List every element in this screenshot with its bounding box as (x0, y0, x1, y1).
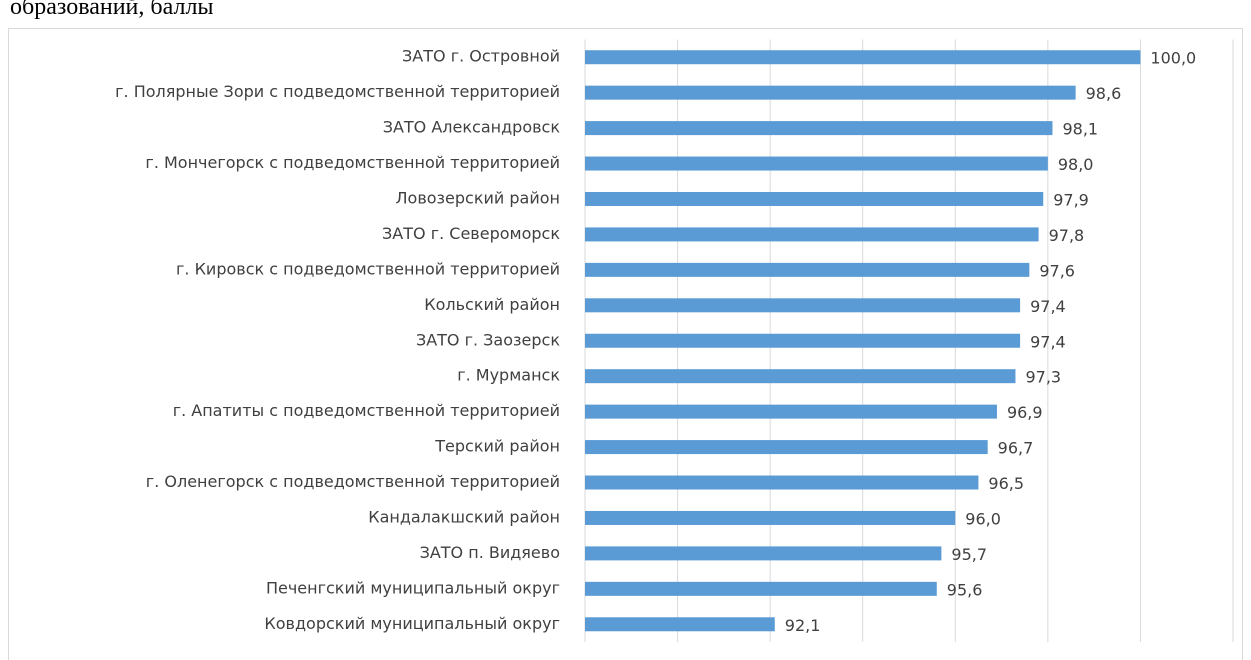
y-tick-label: ЗАТО г. Заозерск (416, 330, 560, 349)
y-tick-label: Ловозерский район (396, 188, 561, 207)
bar (585, 475, 979, 490)
data-label: 98,1 (1062, 120, 1098, 139)
bar (585, 546, 942, 561)
data-label: 98,6 (1086, 84, 1122, 103)
bar (585, 156, 1048, 171)
bar (585, 191, 1044, 206)
bar (585, 298, 1021, 313)
y-tick-label: г. Мончегорск с подведомственной террито… (145, 153, 560, 172)
bar (585, 227, 1039, 242)
bar (585, 617, 775, 632)
bar (585, 262, 1030, 277)
chart-frame (8, 28, 1243, 660)
bar (585, 440, 988, 455)
data-label: 97,4 (1030, 297, 1066, 316)
bar (585, 50, 1141, 65)
y-tick-label: Кандалакшский район (368, 507, 560, 526)
data-label: 98,0 (1058, 155, 1094, 174)
y-tick-label: г. Кировск с подведомственной территорие… (176, 259, 560, 278)
bar (585, 333, 1021, 348)
data-label: 97,8 (1049, 226, 1085, 245)
y-tick-label: г. Мурманск (457, 366, 560, 385)
bar (585, 404, 997, 419)
data-label: 97,4 (1030, 332, 1066, 351)
y-tick-label: ЗАТО п. Видяево (420, 543, 560, 562)
bar (585, 85, 1076, 100)
data-label: 92,1 (785, 616, 821, 635)
data-label: 96,9 (1007, 403, 1043, 422)
data-label: 97,6 (1039, 261, 1075, 280)
y-tick-label: Ковдорский муниципальный округ (264, 614, 560, 633)
data-label: 100,0 (1150, 49, 1196, 68)
data-label: 96,5 (988, 474, 1024, 493)
bar (585, 581, 937, 596)
data-label: 96,0 (965, 509, 1001, 528)
bar (585, 369, 1016, 384)
y-tick-label: ЗАТО Александровск (383, 118, 561, 137)
y-tick-label: ЗАТО г. Североморск (382, 224, 560, 243)
y-tick-label: Печенгский муниципальный округ (266, 578, 560, 597)
data-label: 97,3 (1025, 368, 1061, 387)
y-tick-label: г. Полярные Зори с подведомственной терр… (115, 82, 560, 101)
data-label: 95,7 (951, 545, 987, 564)
y-tick-label: Кольский район (424, 295, 560, 314)
data-label: 96,7 (998, 439, 1034, 458)
data-label: 97,9 (1053, 190, 1089, 209)
chart-title: образований, баллы (10, 0, 214, 20)
y-tick-label: г. Апатиты с подведомственной территорие… (173, 401, 560, 420)
bar (585, 510, 956, 525)
y-tick-label: г. Оленегорск с подведомственной террито… (146, 472, 560, 491)
bar (585, 121, 1053, 136)
y-tick-label: Терский район (434, 437, 560, 456)
data-label: 95,6 (947, 580, 983, 599)
y-tick-label: ЗАТО г. Островной (402, 47, 560, 66)
